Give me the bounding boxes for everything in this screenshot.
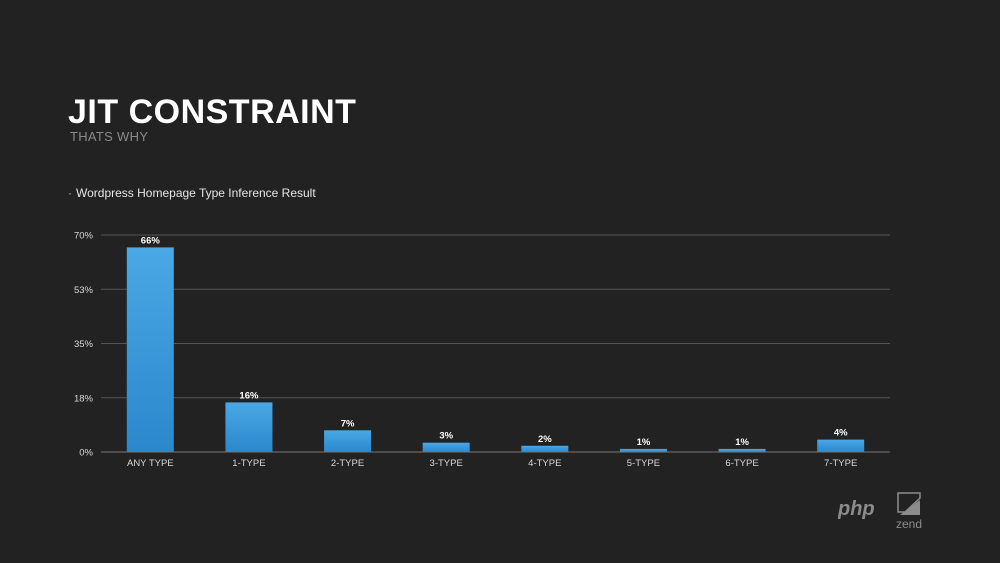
x-tick-label: 4-TYPE <box>528 458 561 469</box>
x-tick-label: 6-TYPE <box>725 458 758 469</box>
y-axis-tick-labels: 0% 18% 35% 53% 70% <box>74 231 94 459</box>
bar <box>521 445 569 452</box>
x-tick-label: 5-TYPE <box>627 458 660 469</box>
x-axis-tick-labels: ANY TYPE 1-TYPE 2-TYPE 3-TYPE 4-TYPE 5-TYPE 6-… <box>127 458 857 469</box>
slide-title: JIT CONSTRAINT <box>68 93 357 131</box>
bar <box>324 430 372 452</box>
bar <box>422 442 470 452</box>
bar-data-label: 1% <box>735 437 749 448</box>
bullet-icon: · <box>68 186 72 200</box>
bar-data-label: 7% <box>341 418 355 429</box>
bar-data-label: 3% <box>439 431 453 442</box>
bar <box>126 247 174 452</box>
php-logo-text: php <box>838 498 875 520</box>
y-tick-label: 0% <box>79 448 93 459</box>
y-tick-label: 70% <box>74 231 94 242</box>
bar <box>817 439 865 452</box>
bars <box>126 247 865 452</box>
x-tick-label: 2-TYPE <box>331 458 364 469</box>
slide-subtitle: THATS WHY <box>70 129 149 144</box>
bar-data-label: 16% <box>239 390 259 401</box>
bar-data-labels: 66% 16% 7% 3% 2% 1% 1% 4% <box>141 235 848 448</box>
x-tick-label: 1-TYPE <box>232 458 265 469</box>
y-tick-label: 35% <box>74 339 94 350</box>
bar-data-label: 66% <box>141 235 161 246</box>
x-tick-label: ANY TYPE <box>127 458 174 469</box>
bar <box>619 448 667 452</box>
zend-logo-text: zend <box>896 517 922 531</box>
x-tick-label: 7-TYPE <box>824 458 857 469</box>
bar <box>225 402 273 452</box>
bar-data-label: 4% <box>834 428 848 439</box>
php-zend-logo: php zend <box>838 492 922 531</box>
chart-caption-text: Wordpress Homepage Type Inference Result <box>76 186 316 200</box>
y-tick-label: 18% <box>74 393 94 404</box>
zend-logo-mark <box>897 492 921 515</box>
bar <box>718 448 766 452</box>
x-tick-label: 3-TYPE <box>430 458 463 469</box>
gridlines <box>101 234 890 453</box>
y-tick-label: 53% <box>74 285 94 296</box>
bar-data-label: 1% <box>637 437 651 448</box>
bar-data-label: 2% <box>538 434 552 445</box>
chart-caption: · Wordpress Homepage Type Inference Resul… <box>68 186 316 200</box>
